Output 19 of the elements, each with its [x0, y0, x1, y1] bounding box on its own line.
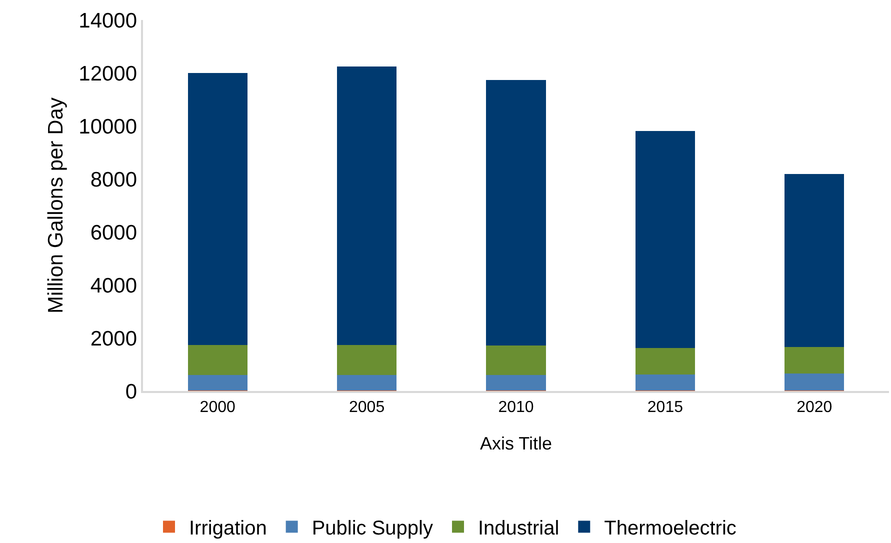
legend-label: Public Supply: [312, 518, 433, 540]
y-axis-title: Million Gallons per Day: [44, 97, 68, 314]
legend-label: Industrial: [478, 518, 560, 540]
y-tick-label: 12000: [78, 62, 138, 86]
y-tick-label: 6000: [90, 221, 138, 244]
y-tick-label: 10000: [78, 115, 138, 138]
y-tick-label: 8000: [90, 168, 138, 192]
x-tick-label: 2005: [349, 398, 385, 416]
y-tick-label: 2000: [90, 327, 138, 350]
legend-label: Thermoelectric: [604, 518, 736, 540]
y-tick-label: 14000: [78, 9, 138, 32]
x-axis-title: Axis Title: [480, 434, 552, 454]
x-tick-label: 2000: [200, 398, 236, 416]
x-tick-label: 2020: [796, 398, 832, 416]
x-tick-label: 2015: [647, 398, 684, 416]
x-tick-label: 2010: [498, 398, 534, 416]
legend-label: Irrigation: [189, 518, 267, 540]
y-tick-label: 0: [125, 380, 138, 404]
y-tick-label: 4000: [90, 274, 138, 298]
